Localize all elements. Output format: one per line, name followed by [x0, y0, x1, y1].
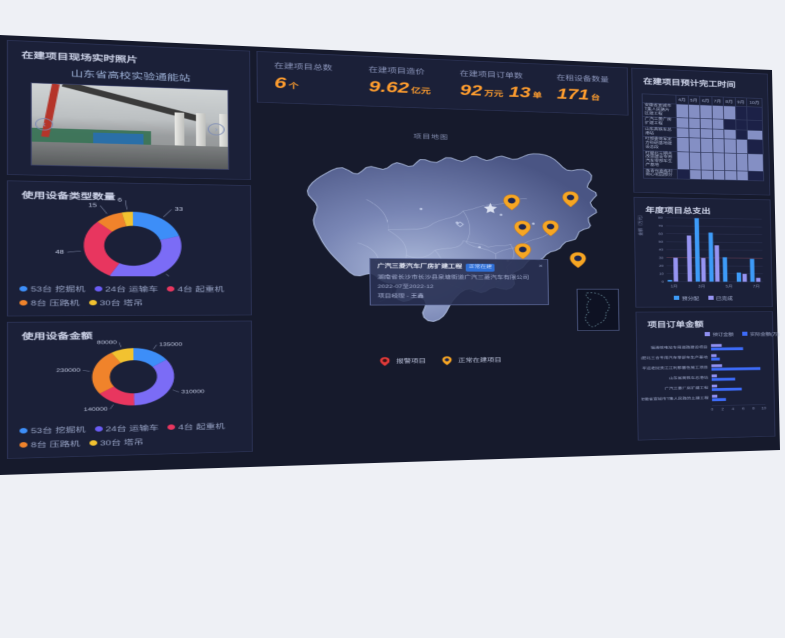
svg-text:丰电三合肥北三合专用汽车零部车生产基地: 丰电三合肥北三合专用汽车零部车生产基地 [641, 355, 708, 361]
svg-text:10: 10 [761, 406, 766, 410]
svg-text:7月: 7月 [753, 285, 760, 289]
svg-text:50: 50 [659, 240, 664, 244]
svg-text:福清核电站专用道路建设项目: 福清核电站专用道路建设项目 [651, 345, 708, 351]
svg-text:3月: 3月 [698, 285, 705, 289]
svg-text:80000: 80000 [97, 340, 117, 346]
svg-text:平远老挝贵江江利那基性施工项目: 平远老挝贵江江利那基性施工项目 [642, 365, 708, 371]
svg-text:33: 33 [175, 207, 184, 213]
svg-text:40: 40 [659, 248, 664, 252]
svg-text:4: 4 [732, 407, 735, 411]
svg-text:70: 70 [658, 224, 663, 228]
svg-text:10: 10 [659, 272, 664, 276]
svg-text:6: 6 [118, 198, 123, 204]
svg-text:140000: 140000 [84, 407, 109, 413]
svg-text:8: 8 [752, 407, 755, 411]
svg-text:15: 15 [88, 203, 97, 209]
svg-text:安徽省宣城市T集人民路的土建工程: 安徽省宣城市T集人民路的土建工程 [641, 395, 709, 401]
svg-text:135000: 135000 [159, 342, 183, 348]
svg-text:48: 48 [55, 250, 64, 256]
svg-text:0: 0 [662, 280, 665, 284]
svg-text:30: 30 [659, 256, 664, 260]
svg-text:1月: 1月 [670, 285, 677, 289]
svg-text:2: 2 [721, 407, 724, 411]
svg-text:60: 60 [658, 232, 663, 236]
svg-text:310000: 310000 [181, 389, 205, 395]
svg-text:80: 80 [658, 216, 663, 220]
svg-text:广汽三菱厂房扩建工程: 广汽三菱厂房扩建工程 [665, 385, 709, 391]
svg-text:20: 20 [659, 264, 664, 268]
svg-text:230000: 230000 [56, 368, 81, 374]
svg-text:山东省高铁车总港站: 山东省高铁车总港站 [669, 375, 709, 381]
svg-text:5月: 5月 [726, 285, 733, 289]
svg-text:0: 0 [711, 408, 714, 412]
svg-text:6: 6 [742, 407, 745, 411]
